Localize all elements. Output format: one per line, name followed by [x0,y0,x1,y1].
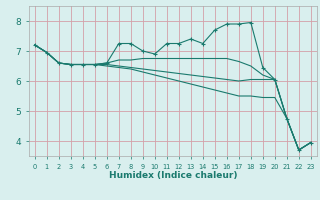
X-axis label: Humidex (Indice chaleur): Humidex (Indice chaleur) [108,171,237,180]
